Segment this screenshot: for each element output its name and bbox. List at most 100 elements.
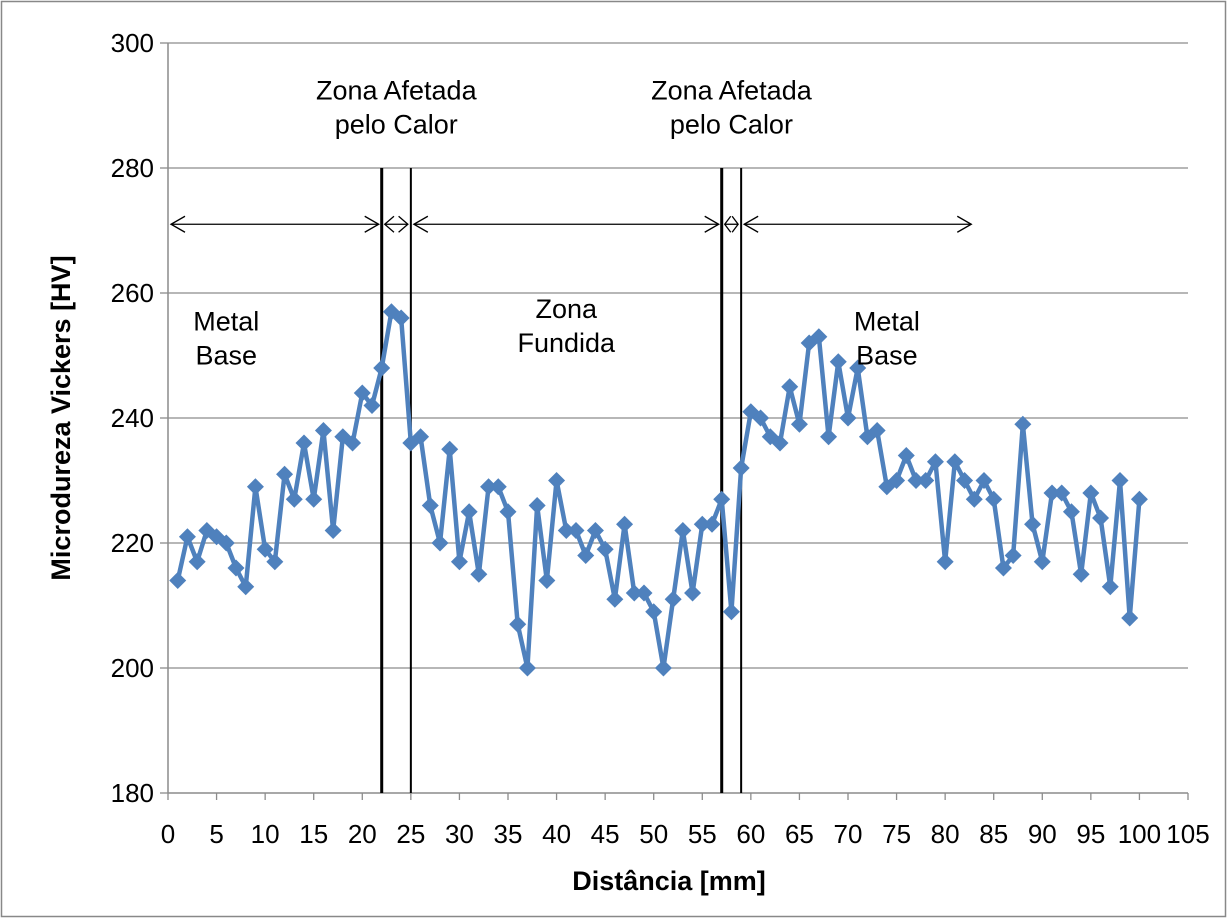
data-point: [907, 472, 925, 489]
data-point: [1130, 490, 1148, 508]
data-point: [722, 603, 740, 621]
data-point: [188, 553, 206, 571]
arrow-head-left: [412, 215, 429, 233]
data-point: [820, 428, 838, 446]
x-tick-label: 100: [1118, 819, 1161, 849]
data-point: [713, 490, 731, 508]
data-point: [178, 528, 196, 546]
data-point: [528, 497, 546, 514]
data-point: [936, 553, 954, 571]
data-point: [654, 659, 672, 677]
x-tick-label: 70: [834, 819, 863, 849]
data-point: [684, 584, 702, 602]
data-point: [868, 422, 886, 439]
data-point: [703, 515, 721, 533]
x-tick-label: 80: [931, 819, 960, 849]
x-tick-label: 105: [1166, 819, 1209, 849]
x-tick-label: 5: [209, 819, 223, 849]
data-point: [217, 534, 235, 552]
x-tick-label: 60: [736, 819, 765, 849]
data-point: [227, 559, 245, 577]
data-point: [829, 353, 847, 371]
x-tick-label: 10: [251, 819, 280, 849]
data-point: [1072, 565, 1090, 583]
data-point: [256, 540, 274, 558]
data-point: [1092, 509, 1110, 527]
zone-label-line: Zona Afetada: [651, 75, 813, 105]
data-point: [305, 490, 323, 508]
data-point: [324, 522, 342, 539]
data-point: [489, 478, 507, 496]
data-point: [635, 584, 653, 602]
data-point: [888, 472, 906, 489]
data-point: [849, 359, 867, 377]
data-point: [1101, 578, 1119, 596]
arrow-head-right: [364, 215, 381, 233]
data-point: [897, 447, 915, 464]
x-tick-label: 30: [445, 819, 474, 849]
data-point: [645, 603, 663, 621]
data-point: [985, 490, 1003, 508]
data-point: [518, 659, 536, 677]
y-axis-title: Microdureza Vickers [HV]: [46, 255, 76, 580]
grid-layer: [168, 42, 1188, 669]
zone-extent-arrow: [169, 215, 381, 233]
data-point: [373, 359, 391, 377]
x-tick-label: 55: [688, 819, 717, 849]
zone-label-line: pelo Calor: [335, 109, 458, 139]
zone-extent-arrow: [383, 215, 409, 233]
data-point: [926, 453, 944, 471]
y-tick-label: 300: [111, 28, 154, 58]
data-point: [285, 490, 303, 508]
data-point: [1121, 609, 1139, 627]
data-point: [1111, 472, 1129, 489]
x-tick-label: 0: [161, 819, 175, 849]
x-tick-label: 45: [591, 819, 620, 849]
data-point: [917, 472, 935, 489]
arrow-head-left: [383, 215, 395, 233]
data-point: [965, 490, 983, 508]
data-point: [441, 440, 459, 458]
zone-label: Zona Afetada pelo Calor: [651, 75, 813, 139]
data-point: [1024, 515, 1042, 533]
data-point: [781, 378, 799, 396]
data-point: [606, 590, 624, 608]
data-point: [1014, 415, 1032, 433]
zone-label-line: Fundida: [517, 328, 616, 358]
data-point: [790, 415, 808, 433]
arrow-head-right: [704, 215, 721, 233]
y-tick-label: 240: [111, 403, 154, 433]
data-point: [596, 540, 614, 558]
data-point: [431, 534, 449, 552]
x-tick-label: 85: [979, 819, 1008, 849]
x-tick-label: 90: [1028, 819, 1057, 849]
data-point: [839, 409, 857, 427]
zone-label: Metal Base: [854, 307, 920, 371]
data-point: [363, 397, 381, 414]
zone-label-line: Metal: [193, 307, 259, 337]
data-point: [1043, 484, 1061, 502]
data-point: [994, 559, 1012, 577]
y-tick-label: 200: [111, 653, 154, 683]
data-point: [693, 515, 711, 533]
data-point: [499, 503, 517, 521]
data-point: [460, 503, 478, 521]
arrow-head-right: [731, 215, 739, 233]
x-tick-label: 40: [542, 819, 571, 849]
axis-layer: 180 200 220 240 260 280 300 0 5 10 15 20 25 30 35 40 45 5…: [111, 28, 1210, 849]
data-point: [538, 572, 556, 589]
data-point: [421, 497, 439, 514]
arrow-head-right: [956, 215, 973, 233]
zone-label-line: Metal: [854, 307, 920, 337]
data-point: [314, 422, 332, 439]
series-layer: [169, 303, 1148, 677]
x-tick-label: 35: [494, 819, 523, 849]
series-line: [175, 309, 1142, 671]
zone-label-line: Base: [196, 341, 258, 371]
zone-label: Metal Base: [193, 307, 259, 371]
data-point: [353, 384, 371, 402]
data-point: [1062, 503, 1080, 521]
x-tick-label: 20: [348, 819, 377, 849]
arrow-head-right: [398, 215, 409, 233]
